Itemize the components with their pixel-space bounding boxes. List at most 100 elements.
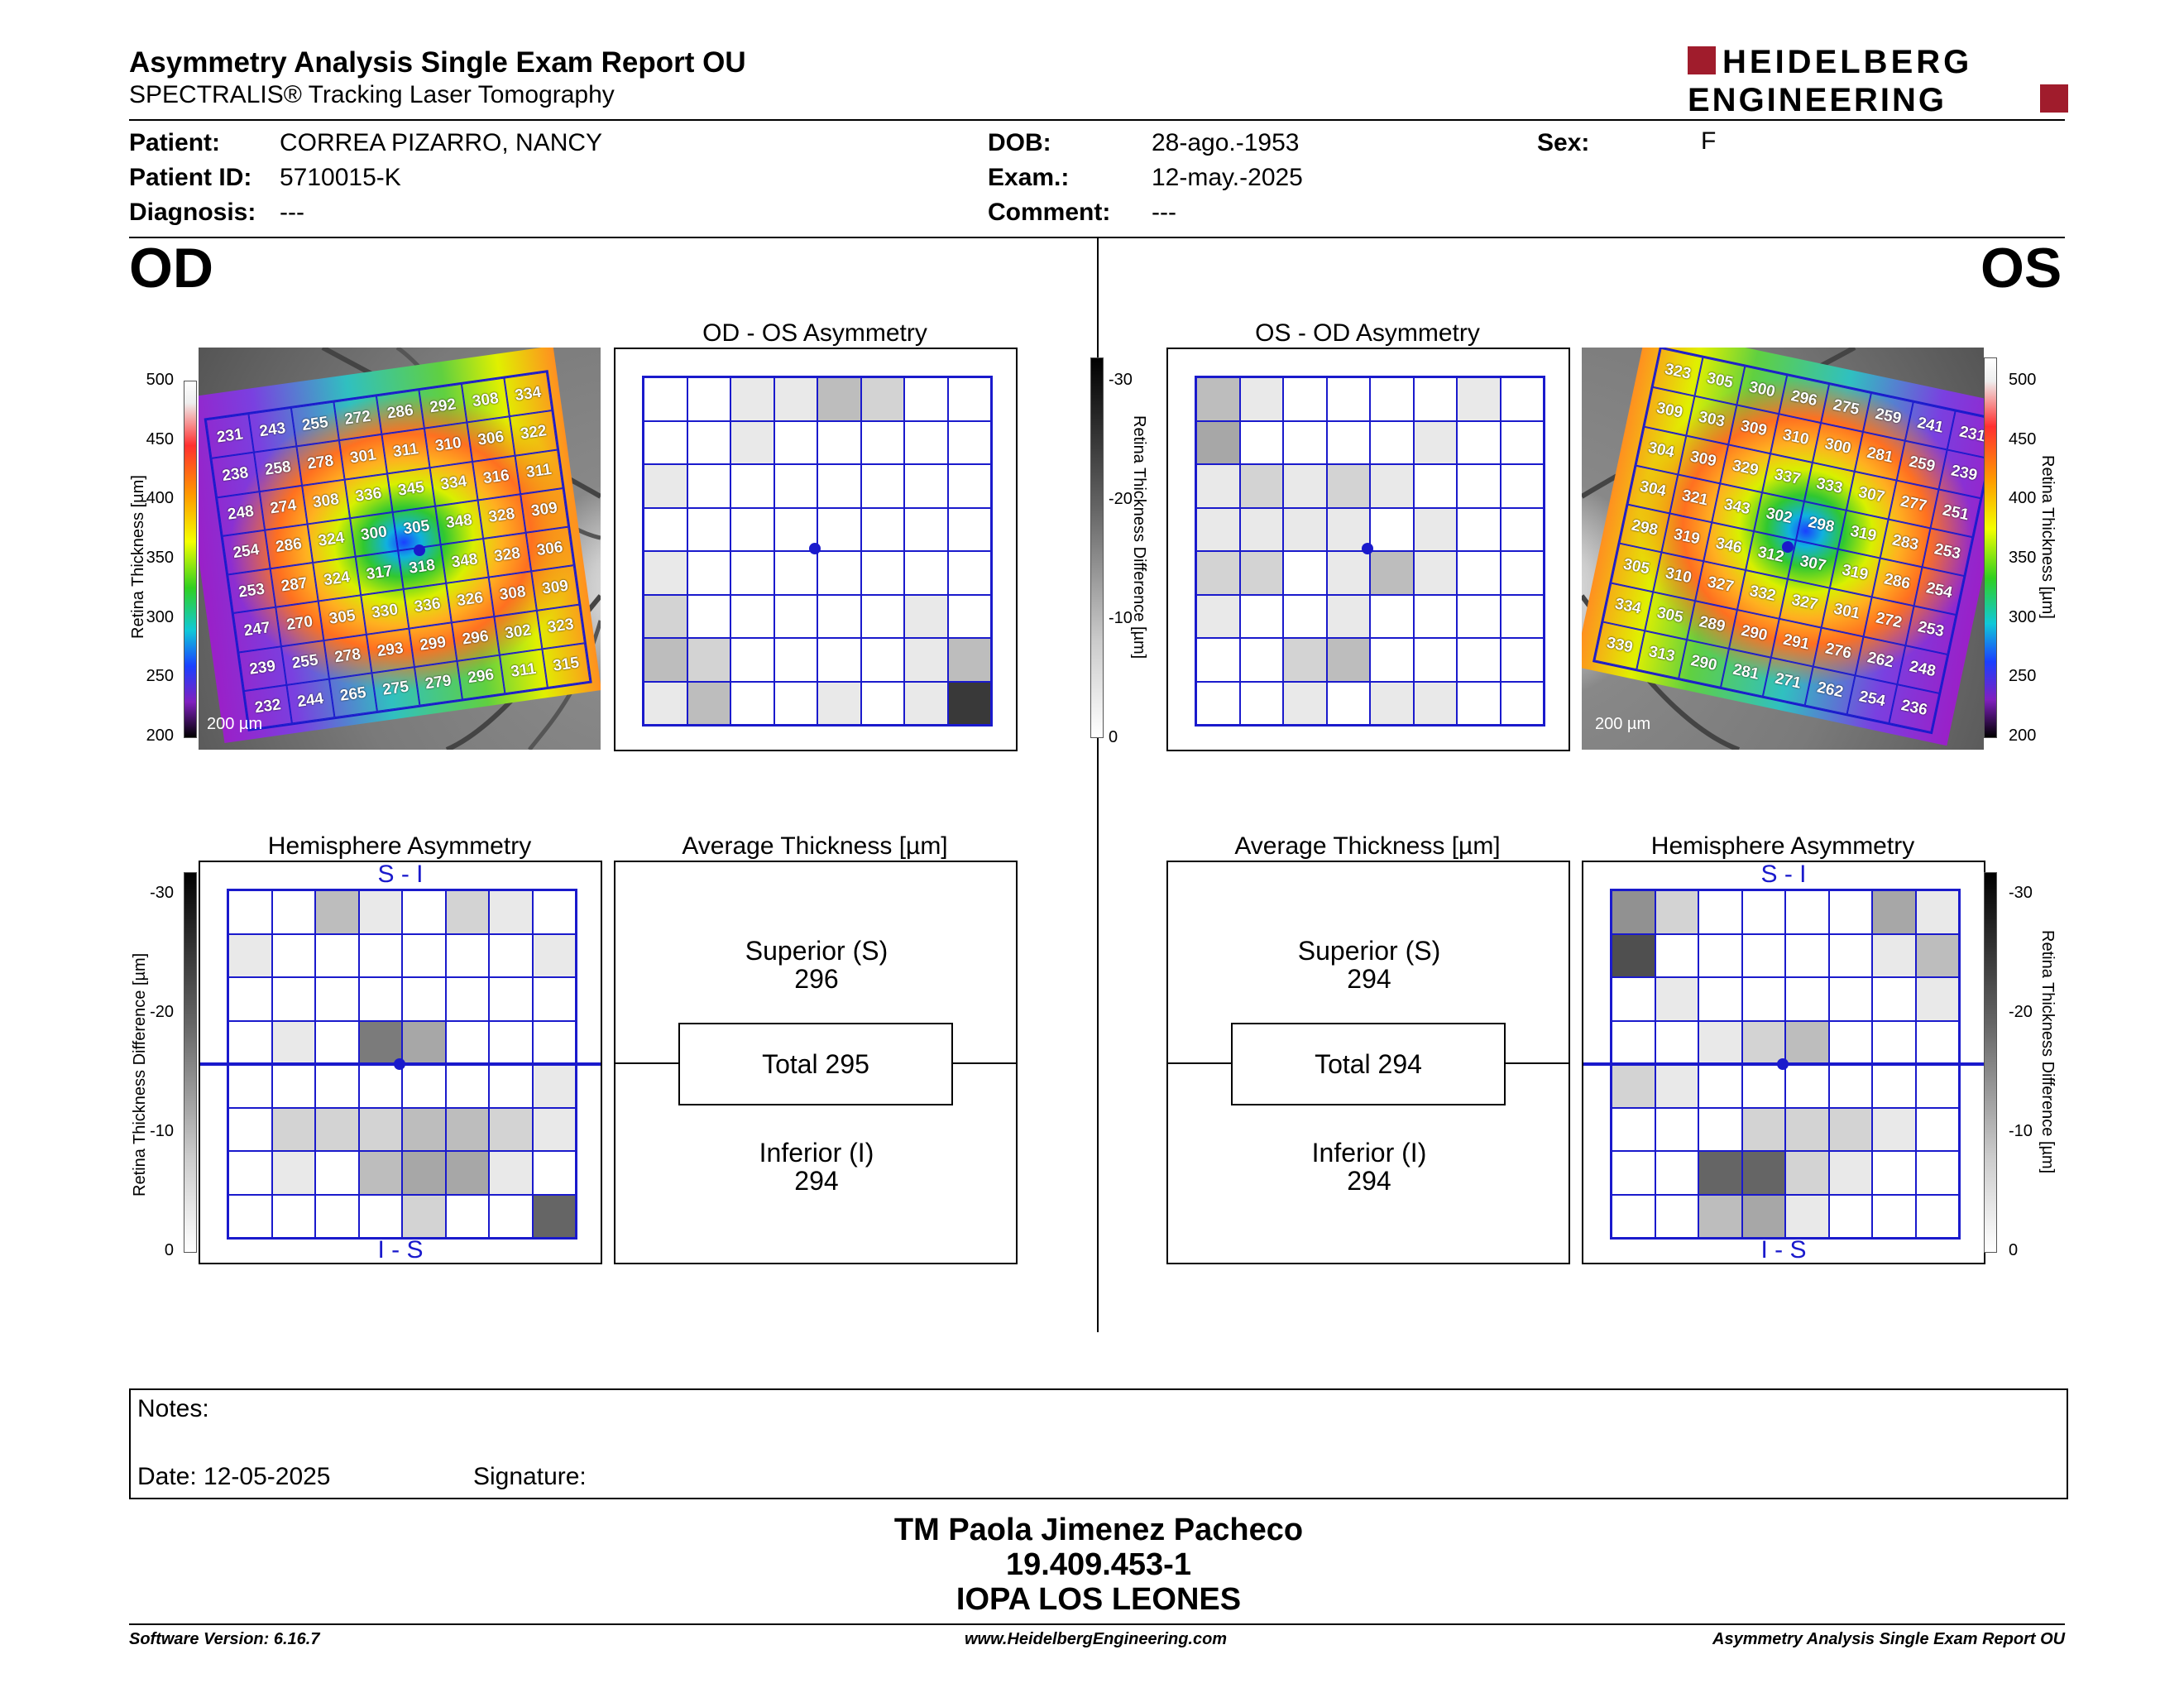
os-asym-cell (1413, 551, 1457, 595)
od-asym-cell (730, 464, 774, 508)
thickness-cell: 292 (419, 383, 467, 429)
os-asym-cell (1500, 507, 1544, 551)
thickness-cell: 255 (280, 640, 329, 685)
thickness-cell: 299 (409, 621, 457, 667)
os-asym-cell (1239, 551, 1283, 595)
os-asym-cell (1283, 681, 1327, 725)
od-hemi-cell (228, 933, 272, 977)
os-asym-cell (1457, 377, 1501, 421)
od-hemi-cell (532, 1194, 576, 1238)
od-hemi-cell (271, 1194, 315, 1238)
dob-value: 28-ago.-1953 (1152, 129, 1300, 156)
os-hemi-cell (1612, 1194, 1655, 1238)
os-hemi-cell (1612, 1151, 1655, 1195)
od-asym-cell (860, 464, 904, 508)
os-hemi-axis-label: Retina Thickness Difference [µm] (2038, 930, 2057, 1174)
od-hemi-cell (228, 1194, 272, 1238)
os-hemi-cell (1655, 933, 1698, 977)
od-thickness-map: 231 243 255 272 286 292 308 334 238 258 278 301 311 3… (199, 348, 601, 743)
thickness-cell: 302 (494, 610, 543, 655)
os-hemi-cell (1915, 1151, 1959, 1195)
os-asym-cell (1239, 507, 1283, 551)
thickness-cell: 305 (392, 506, 441, 551)
od-hemi-cell (358, 1194, 402, 1238)
os-hemi-cell (1698, 977, 1742, 1021)
scale-tick: -30 (2009, 884, 2033, 902)
od-asym-cell (860, 594, 904, 638)
od-asym-cell (860, 638, 904, 682)
thickness-cell: 316 (472, 455, 521, 501)
scale-tick: -30 (1109, 371, 1133, 389)
os-hemi-cell (1872, 1020, 1916, 1064)
thickness-cell: 323 (536, 604, 585, 650)
od-asym-cell (860, 551, 904, 595)
od-hemi-cell (445, 1194, 489, 1238)
od-asym-cell (644, 377, 687, 421)
od-hemi-cell (271, 1151, 315, 1195)
os-asym-cell (1239, 638, 1283, 682)
os-hemi-cell (1828, 977, 1872, 1021)
od-hemi-top-label: S - I (377, 861, 424, 888)
scale-tick: 500 (146, 371, 174, 389)
os-asym-cell (1370, 464, 1414, 508)
od-asym-title: OD - OS Asymmetry (702, 319, 927, 347)
os-hemi-cell (1872, 933, 1916, 977)
thickness-cell: 322 (509, 410, 558, 456)
od-asym-cell (687, 507, 730, 551)
thickness-cell: 345 (387, 467, 436, 512)
notes-box[interactable]: Notes: Date: 12-05-2025 Signature: (129, 1388, 2068, 1499)
thickness-cell: 330 (361, 589, 410, 635)
os-asym-cell (1500, 377, 1544, 421)
od-total-value: Total 295 (762, 1048, 869, 1079)
scale-tick: 400 (2009, 489, 2037, 508)
thickness-cell: 311 (381, 428, 430, 473)
od-superior-label: Superior (S) (745, 936, 888, 966)
od-asym-cell (644, 464, 687, 508)
od-inferior-value: 294 (794, 1166, 839, 1196)
patient-label: Patient: (129, 129, 221, 156)
os-hemi-cell (1612, 977, 1655, 1021)
od-hemi-cell (228, 1064, 272, 1108)
sex-value: F (1701, 127, 1717, 155)
od-hemi-cell (358, 1020, 402, 1064)
od-hemi-cell (315, 933, 359, 977)
od-hemi-cell (402, 890, 446, 934)
notes-label: Notes: (137, 1395, 209, 1422)
od-hemi-bottom-label: I - S (377, 1236, 424, 1264)
od-asym-cell (904, 594, 948, 638)
os-hemi-cell (1828, 1194, 1872, 1238)
od-asym-cell (860, 507, 904, 551)
od-asym-cell (687, 420, 730, 464)
os-hemi-cell (1915, 1107, 1959, 1151)
thickness-cell: 231 (205, 414, 254, 459)
website-link[interactable]: www.HeidelbergEngineering.com (965, 1630, 1228, 1648)
thickness-cell: 275 (371, 666, 420, 712)
thickness-cell: 244 (286, 679, 335, 724)
os-hemi-cell (1741, 1151, 1785, 1195)
od-hemi-cell (315, 977, 359, 1021)
thickness-cell: 236 (1889, 683, 1940, 732)
thickness-cell: 243 (248, 407, 297, 453)
od-asym-cell (730, 638, 774, 682)
thickness-cell: 324 (313, 556, 362, 602)
os-scale-bar: 200 µm (1595, 715, 1651, 733)
os-hemi-cell (1872, 1107, 1916, 1151)
os-asym-cell (1500, 638, 1544, 682)
os-hemi-cell (1828, 1151, 1872, 1195)
os-superior-label: Superior (S) (1297, 936, 1441, 966)
od-asym-cell (644, 551, 687, 595)
od-eye-label: OD (129, 237, 213, 300)
os-hemi-cell (1828, 933, 1872, 977)
od-hemi-cell (358, 933, 402, 977)
thickness-cell: 239 (238, 645, 287, 691)
os-asym-cell (1283, 638, 1327, 682)
os-asym-cell (1196, 638, 1240, 682)
od-asym-cell (687, 551, 730, 595)
os-hemi-cell (1655, 890, 1698, 934)
od-asym-cell (774, 464, 817, 508)
os-asym-cell (1370, 507, 1414, 551)
od-hemi-cell (445, 890, 489, 934)
os-asym-cell (1457, 464, 1501, 508)
od-hemi-cell (532, 977, 576, 1021)
od-hemi-cell (402, 977, 446, 1021)
